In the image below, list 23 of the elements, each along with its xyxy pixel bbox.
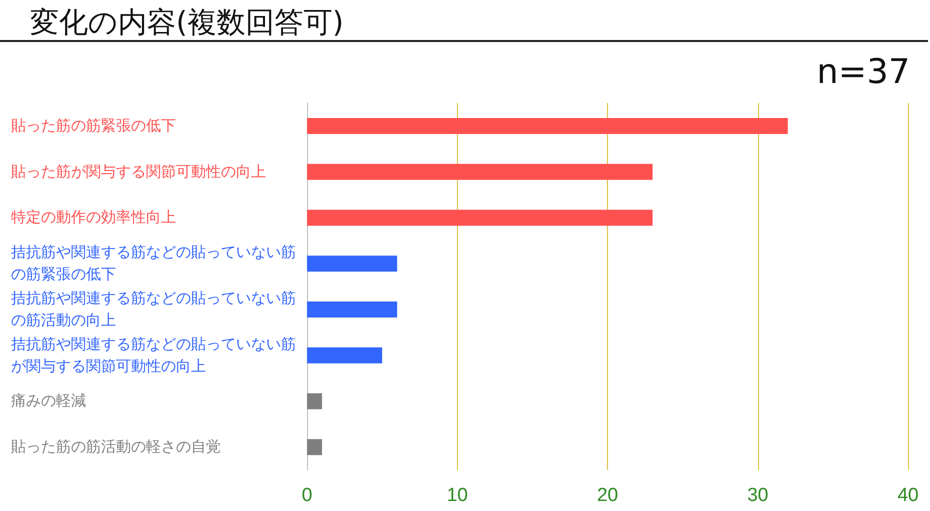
bar [307,164,653,180]
bar [307,210,653,226]
bar [307,393,322,410]
x-tick-label: 20 [596,485,618,506]
x-tick-label: 0 [302,485,312,506]
x-tick-label: 10 [446,485,468,506]
y-tick-label: 拮抗筋や関連する筋などの貼っていない筋が関与する関節可動性の向上 [11,336,296,375]
y-tick-label: 拮抗筋や関連する筋などの貼っていない筋の筋緊張の低下 [11,244,296,284]
y-tick-label: 貼った筋の筋活動の軽さの自覚 [11,438,221,456]
x-tick-label: 40 [897,485,919,506]
bar [307,301,398,318]
bar [307,256,398,272]
y-tick-label: 特定の動作の効率性向上 [11,209,176,226]
bar [307,439,322,456]
y-tick-label: 貼った筋の筋緊張の低下 [11,117,176,134]
y-tick-label: 拮抗筋や関連する筋などの貼っていない筋の筋活動の向上 [11,290,296,329]
chart-title: 変化の内容(複数回答可) [0,0,928,42]
text: n=37 [816,52,910,92]
bar [307,118,788,134]
x-tick-label: 30 [747,485,768,506]
y-tick-label: 貼った筋が関与する関節可動性の向上 [11,163,266,180]
bar [307,347,382,364]
y-tick-label: 痛みの軽減 [11,392,86,410]
